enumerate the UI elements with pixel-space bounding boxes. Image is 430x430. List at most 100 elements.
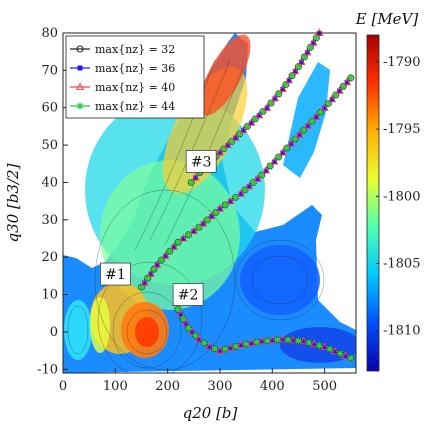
path-marker (347, 74, 355, 82)
x-tick-label: 100 (103, 379, 128, 394)
path-marker (171, 244, 177, 250)
path-marker (261, 165, 271, 174)
path-marker (150, 265, 158, 273)
legend-label: max{nz} = 44 (95, 100, 175, 113)
path-marker (258, 171, 266, 179)
path-marker (322, 105, 328, 111)
path-marker (191, 172, 200, 181)
path-marker (242, 340, 250, 348)
path-marker (226, 343, 235, 351)
colorbar-tick-label: -1805 (383, 256, 420, 271)
path-marker (227, 345, 233, 351)
path-marker (263, 168, 269, 174)
colorbar-label: E [MeV] (355, 10, 419, 28)
path-marker (304, 50, 310, 56)
y-tick-label: 30 (41, 213, 58, 228)
path-marker (174, 305, 182, 313)
path-marker (324, 99, 332, 107)
path-marker (245, 181, 254, 190)
path-marker (217, 206, 223, 212)
y-tick-label: 0 (50, 325, 58, 340)
path-marker (185, 231, 193, 239)
path-marker (248, 341, 254, 347)
legend: max{nz} = 32 max{nz} = 36 max{nz} = 40 max{… (65, 35, 205, 119)
path-marker (200, 339, 208, 347)
path-marker (300, 53, 308, 61)
path-marker (275, 153, 283, 161)
colorbar (366, 34, 380, 372)
colorbar-tick-label: -1790 (383, 55, 420, 70)
path-marker (329, 97, 335, 103)
path-marker (259, 339, 265, 345)
surface-contour (64, 300, 92, 360)
annotation-box (185, 150, 217, 173)
path-marker (326, 345, 334, 353)
y-tick-label: 70 (41, 63, 58, 78)
path-marker (294, 337, 302, 345)
path-marker (248, 120, 254, 126)
path-marker (146, 269, 155, 277)
path-marker (189, 226, 198, 235)
path-marker (179, 233, 188, 242)
path-marker (269, 338, 275, 344)
path-marker (294, 63, 302, 71)
x-axis-ticks: 0 100 200 300 400 500 (59, 368, 337, 394)
surface-strip (283, 62, 330, 178)
colorbar-tick-label: -1810 (383, 324, 420, 339)
x-tick-label: 200 (155, 379, 180, 394)
x-axis-label: q20 [b] (183, 404, 238, 422)
path-marker (322, 344, 328, 350)
path-marker (283, 144, 291, 152)
plot-frame (62, 32, 357, 374)
path-marker (297, 57, 306, 65)
path-marker (253, 338, 261, 346)
path-marker (278, 334, 287, 343)
path-marker (347, 354, 355, 362)
path-marker (278, 147, 287, 156)
path-marker (179, 315, 187, 323)
path-marker (207, 211, 216, 220)
y-axis-label: q30 [b3/2] (4, 163, 22, 242)
path-marker (236, 189, 245, 197)
y-tick-label: -10 (37, 362, 58, 377)
path-marker (187, 178, 195, 186)
energy-surface (63, 33, 356, 373)
legend-marker (75, 82, 85, 90)
path-marker (140, 278, 149, 286)
path-marker (268, 335, 277, 344)
legend-marker (77, 65, 83, 71)
path-marker (199, 218, 208, 227)
annotation-label: #1 (100, 262, 131, 286)
path-marker (289, 335, 298, 344)
colorbar-ticks: -1790 -1795 -1800 -1805 -1810 (376, 55, 420, 339)
path-marker (313, 114, 319, 120)
path-marker (284, 336, 292, 344)
y-tick-label: 10 (41, 288, 58, 303)
path-marker (288, 72, 296, 80)
path-marker (212, 208, 220, 216)
surface-contour (240, 245, 320, 315)
path-marker (144, 274, 152, 282)
path-marker (255, 110, 264, 119)
legend-entry: max{nz} = 40 (70, 81, 175, 94)
path-marker (282, 81, 290, 89)
path-marker (292, 69, 298, 75)
legend-box (65, 35, 205, 119)
path-marker (195, 223, 203, 231)
path-marker (188, 327, 197, 335)
path-marker (320, 342, 329, 350)
path-marker (308, 117, 316, 125)
path-marker (203, 216, 211, 224)
annotation-label: #3 (185, 150, 217, 173)
path-marker (280, 150, 286, 156)
y-tick-label: 80 (41, 26, 58, 41)
path-marker (299, 336, 308, 345)
legend-entry: max{nz} = 36 (70, 62, 175, 75)
path-marker (288, 141, 294, 147)
path-marker (227, 199, 233, 205)
path-marker (271, 159, 277, 165)
path-marker (239, 125, 248, 134)
path-marker (241, 128, 247, 134)
path-marker (303, 121, 312, 129)
path-marker (309, 38, 318, 46)
